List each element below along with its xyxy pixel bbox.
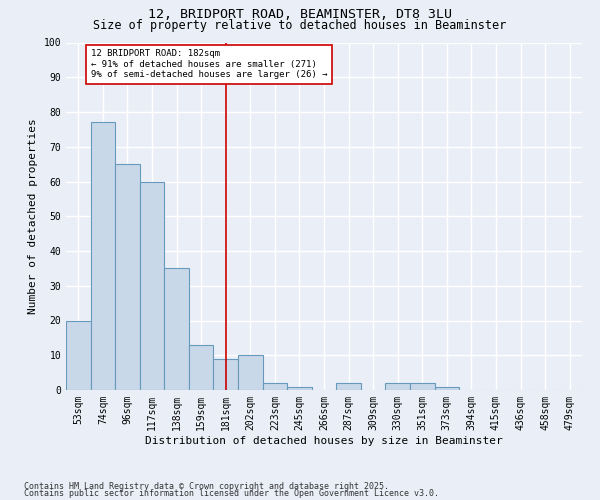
Bar [140, 182, 164, 390]
Bar [410, 383, 434, 390]
Y-axis label: Number of detached properties: Number of detached properties [28, 118, 38, 314]
Text: Contains HM Land Registry data © Crown copyright and database right 2025.: Contains HM Land Registry data © Crown c… [24, 482, 389, 491]
Bar [287, 386, 312, 390]
Text: Contains public sector information licensed under the Open Government Licence v3: Contains public sector information licen… [24, 489, 439, 498]
Bar [115, 164, 140, 390]
X-axis label: Distribution of detached houses by size in Beaminster: Distribution of detached houses by size … [145, 436, 503, 446]
Bar [434, 386, 459, 390]
Bar [164, 268, 189, 390]
Bar [385, 383, 410, 390]
Bar [91, 122, 115, 390]
Bar [66, 320, 91, 390]
Text: Size of property relative to detached houses in Beaminster: Size of property relative to detached ho… [94, 18, 506, 32]
Text: 12 BRIDPORT ROAD: 182sqm
← 91% of detached houses are smaller (271)
9% of semi-d: 12 BRIDPORT ROAD: 182sqm ← 91% of detach… [91, 50, 327, 79]
Bar [189, 345, 214, 390]
Bar [336, 383, 361, 390]
Bar [263, 383, 287, 390]
Text: 12, BRIDPORT ROAD, BEAMINSTER, DT8 3LU: 12, BRIDPORT ROAD, BEAMINSTER, DT8 3LU [148, 8, 452, 20]
Bar [238, 355, 263, 390]
Bar [214, 358, 238, 390]
